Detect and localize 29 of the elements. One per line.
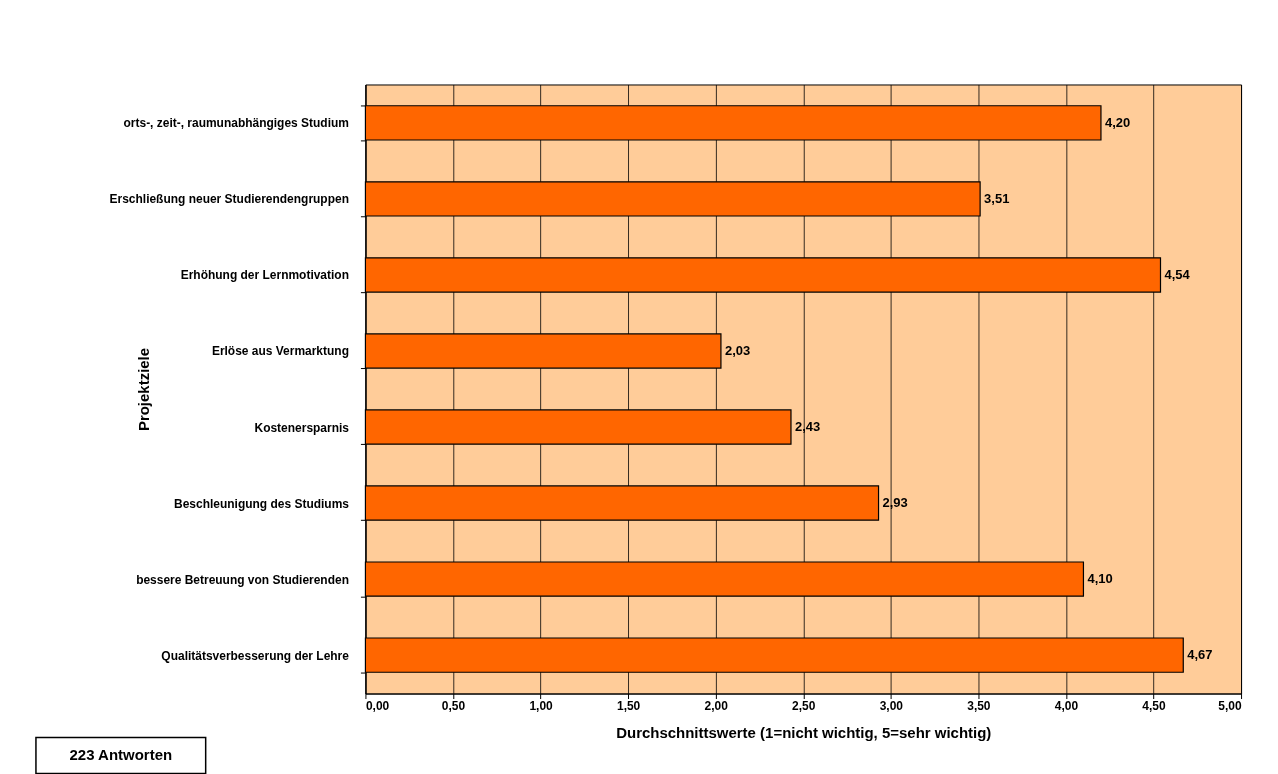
x-tick-label: 3,00 — [879, 699, 904, 713]
data-label: 4,54 — [1164, 266, 1191, 282]
data-label: 4,10 — [1087, 571, 1113, 587]
y-tick-label: orts-, zeit-, raumunabhängiges Studium — [123, 116, 349, 131]
data-label: 2,93 — [882, 495, 908, 511]
y-tick-label: Erschließung neuer Studierendengruppen — [109, 192, 349, 207]
x-tick-label: 2,00 — [704, 699, 729, 713]
y-tick-label: Erhöhung der Lernmotivation — [180, 268, 349, 283]
data-label: 2,03 — [724, 342, 751, 358]
x-tick-label: 1,50 — [616, 699, 641, 713]
x-axis-title: Durchschnittswerte (1=nicht wichtig, 5=sehr wichtig) — [616, 723, 992, 741]
x-tick-label: 5,00 — [1218, 699, 1242, 713]
y-axis-title: Projektziele — [135, 347, 153, 432]
y-tick-label: Beschleunigung des Studiums — [174, 496, 350, 511]
x-tick-label: 0,50 — [441, 699, 466, 713]
y-tick-label: Kostenersparnis — [254, 420, 350, 435]
x-tick-label: 4,00 — [1054, 699, 1079, 713]
y-tick-label: Erlöse aus Vermarktung — [211, 344, 349, 359]
data-label: 3,51 — [984, 190, 1010, 206]
x-tick-label: 2,50 — [792, 699, 816, 713]
x-tick-label: 1,00 — [529, 699, 554, 713]
data-label: 4,67 — [1187, 647, 1213, 663]
y-tick-label: Qualitätsverbesserung der Lehre — [161, 648, 350, 663]
x-tick-label: 4,50 — [1142, 699, 1166, 713]
data-label: 4,20 — [1104, 114, 1131, 130]
x-tick-label: 0,00 — [365, 699, 390, 713]
y-tick-label: bessere Betreuung von Studierenden — [136, 572, 349, 587]
text: 223 Antworten — [69, 746, 173, 764]
x-tick-label: 3,50 — [967, 699, 991, 713]
